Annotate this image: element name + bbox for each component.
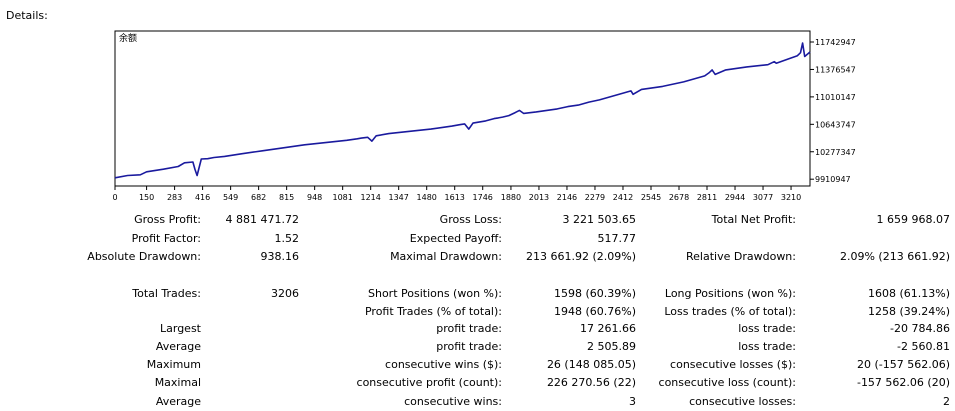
- details-label: Details:: [6, 9, 48, 22]
- stat-value: 1598 (60.39%): [553, 287, 636, 300]
- stat-value: 226 270.56 (22): [546, 376, 636, 389]
- stat-label: Profit Factor:: [131, 232, 201, 245]
- stat-label: Gross Loss:: [439, 213, 502, 226]
- y-tick-label: 11376547: [815, 65, 856, 74]
- x-tick-label: 2146: [557, 193, 577, 202]
- stat-value: 1948 (60.76%): [553, 305, 636, 318]
- stat-value: 26 (148 085.05): [546, 358, 636, 371]
- x-tick-label: 1746: [473, 193, 493, 202]
- stat-label: Maximal: [154, 376, 201, 389]
- stat-label: Total Trades:: [132, 287, 201, 300]
- stat-label: Short Positions (won %):: [367, 287, 502, 300]
- x-tick-label: 150: [139, 193, 154, 202]
- stat-value: 4 881 471.72: [225, 213, 299, 226]
- x-tick-label: 1214: [360, 193, 380, 202]
- x-tick-label: 2944: [725, 193, 745, 202]
- stat-value: 20 (-157 562.06): [856, 358, 950, 371]
- stat-label: Expected Payoff:: [409, 232, 502, 245]
- stat-value: 17 261.66: [580, 322, 636, 335]
- stat-label: consecutive wins ($):: [385, 358, 502, 371]
- x-tick-label: 2013: [529, 193, 549, 202]
- stat-value: 3 221 503.65: [562, 213, 636, 226]
- stat-value: 2 505.89: [587, 340, 636, 353]
- y-tick-label: 10277347: [815, 148, 856, 157]
- y-tick-label: 11010147: [815, 93, 856, 102]
- x-tick-label: 1081: [332, 193, 352, 202]
- stat-value: 517.77: [597, 232, 637, 245]
- x-tick-label: 2279: [585, 193, 605, 202]
- stat-label: Largest: [160, 322, 201, 335]
- x-tick-label: 2678: [669, 193, 689, 202]
- x-tick-label: 948: [307, 193, 322, 202]
- stat-label: Maximum: [146, 358, 201, 371]
- stat-label: Profit Trades (% of total):: [364, 305, 502, 318]
- stat-label: consecutive losses:: [689, 395, 796, 408]
- y-tick-label: 11742947: [815, 38, 856, 47]
- x-tick-label: 1347: [389, 193, 409, 202]
- balance-chart: 余额 0 150 283 416 549 682 815 948 1081 1214 1347 1480…: [112, 30, 856, 202]
- stat-value: 213 661.92 (2.09%): [525, 250, 636, 263]
- stat-value: 1608 (61.13%): [867, 287, 950, 300]
- stat-value: -2 560.81: [897, 340, 950, 353]
- stat-value: 1 659 968.07: [876, 213, 950, 226]
- stat-label: Absolute Drawdown:: [87, 250, 201, 263]
- stat-label: consecutive wins:: [404, 395, 502, 408]
- series-label: 余额: [119, 32, 137, 44]
- x-tick-label: 815: [279, 193, 294, 202]
- x-tick-label: 3077: [753, 193, 773, 202]
- stat-label: consecutive losses ($):: [670, 358, 796, 371]
- x-tick-label: 1880: [501, 193, 521, 202]
- stat-value: 3206: [271, 287, 299, 300]
- stat-label: Maximal Drawdown:: [390, 250, 502, 263]
- x-tick-label: 0: [112, 193, 117, 202]
- stat-value: 2.09% (213 661.92): [839, 250, 950, 263]
- x-tick-label: 549: [223, 193, 238, 202]
- x-tick-label: 2412: [613, 193, 633, 202]
- stat-value: 2: [943, 395, 950, 408]
- stat-value: -157 562.06 (20): [856, 376, 950, 389]
- x-tick-label: 3210: [781, 193, 801, 202]
- x-tick-label: 283: [167, 193, 182, 202]
- stat-label: loss trade:: [738, 340, 796, 353]
- stat-label: profit trade:: [436, 322, 502, 335]
- stat-value: 938.16: [260, 250, 300, 263]
- stat-value: 1.52: [274, 232, 300, 245]
- stat-value: 3: [629, 395, 636, 408]
- stat-label: profit trade:: [436, 340, 502, 353]
- stat-label: Average: [155, 395, 201, 408]
- x-tick-label: 2811: [697, 193, 717, 202]
- stat-label: consecutive profit (count):: [356, 376, 502, 389]
- stat-label: Relative Drawdown:: [686, 250, 796, 263]
- x-tick-label: 416: [195, 193, 210, 202]
- x-tick-label: 682: [251, 193, 266, 202]
- stat-value: 1258 (39.24%): [867, 305, 950, 318]
- x-tick-label: 2545: [641, 193, 661, 202]
- stat-label: Gross Profit:: [134, 213, 201, 226]
- y-tick-label: 10643747: [815, 120, 856, 129]
- stat-label: Long Positions (won %):: [664, 287, 796, 300]
- stat-label: Average: [155, 340, 201, 353]
- stat-label: consecutive loss (count):: [658, 376, 796, 389]
- x-tick-label: 1613: [445, 193, 465, 202]
- y-tick-label: 9910947: [815, 175, 851, 184]
- stat-label: Loss trades (% of total):: [664, 305, 796, 318]
- x-tick-label: 1480: [417, 193, 437, 202]
- stat-value: -20 784.86: [890, 322, 950, 335]
- stat-label: loss trade:: [738, 322, 796, 335]
- plot-frame: [114, 30, 811, 187]
- balance-line: [114, 42, 811, 179]
- stat-label: Total Net Profit:: [711, 213, 796, 226]
